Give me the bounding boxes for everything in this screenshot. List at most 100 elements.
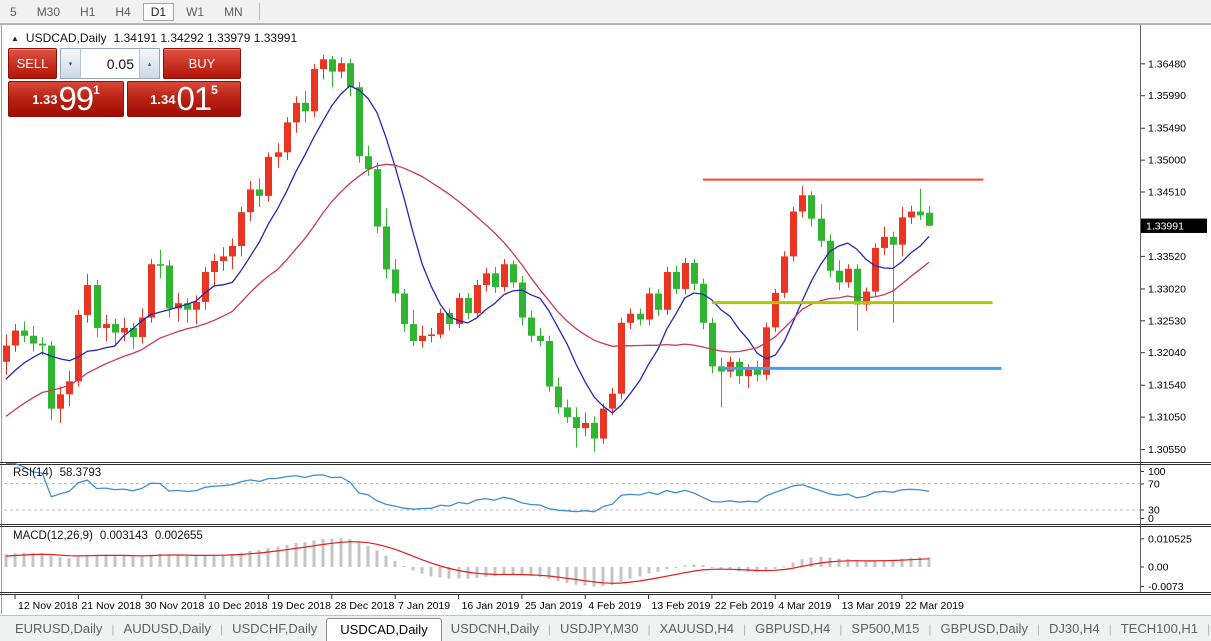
price-axis-label: 1.34510: [1148, 187, 1186, 199]
buy-price-panel[interactable]: 1.34 01 5: [127, 81, 241, 117]
rsi-indicator-header: RSI(14) 58.3793: [13, 467, 101, 479]
macd-bar: [592, 567, 596, 587]
tab-gbpusd-h4[interactable]: GBPUSD,H4: [755, 621, 831, 636]
candle-body: [555, 386, 562, 408]
candle-body: [202, 272, 209, 302]
buy-price-pipette: 5: [211, 83, 218, 97]
macd-bar: [221, 554, 225, 567]
macd-bar: [95, 554, 99, 567]
candle-body: [537, 335, 544, 341]
volume-decrease-button[interactable]: ▾: [61, 49, 81, 78]
sell-button[interactable]: SELL: [8, 48, 57, 79]
buy-price-big-digits: 01: [176, 80, 212, 117]
candle-body: [220, 256, 227, 261]
timeframe-button-D1[interactable]: D1: [142, 2, 175, 21]
price-axis-label: 1.32530: [1148, 315, 1186, 327]
price-axis-label: 1.35490: [1148, 123, 1186, 135]
candle-body: [401, 293, 408, 325]
macd-bar: [556, 567, 560, 582]
macd-bar: [484, 567, 488, 577]
candle-body: [519, 282, 526, 318]
candle-body: [84, 285, 91, 315]
tab-audusd-daily[interactable]: AUDUSD,Daily: [123, 621, 211, 636]
macd-bar: [529, 567, 533, 577]
macd-bar: [674, 567, 678, 568]
macd-bar: [719, 567, 723, 569]
candle-body: [75, 314, 82, 382]
tab-tech100-h1[interactable]: TECH100,H1: [1120, 621, 1199, 636]
tab-separator: |: [111, 621, 115, 636]
macd-bar: [628, 567, 632, 579]
candle-body: [881, 236, 888, 248]
timeframe-button-M30[interactable]: M30: [36, 4, 61, 19]
macd-bar: [601, 567, 605, 587]
current-price-badge-label: 1.33991: [1146, 221, 1184, 233]
price-axis-label: 1.32040: [1148, 347, 1186, 359]
tab-dj30-h4[interactable]: DJ30,H4: [1049, 621, 1100, 636]
price-axis[interactable]: 1.36480 1.35990 1.35490 1.35000 1.34510 1.335…: [1141, 58, 1207, 593]
macd-bar: [782, 566, 786, 568]
macd-bar: [303, 542, 307, 567]
timeframe-button-H1[interactable]: H1: [80, 4, 96, 19]
candle-body: [103, 324, 110, 328]
candle-body: [510, 264, 517, 283]
volume-input[interactable]: [81, 49, 139, 78]
date-axis-label: 22 Mar 2019: [905, 600, 964, 612]
candle-body: [57, 394, 64, 409]
macd-bar: [149, 554, 153, 567]
chart-window[interactable]: [0, 24, 1211, 615]
price-axis-label: 1.36480: [1148, 58, 1186, 70]
buy-button[interactable]: BUY: [163, 48, 241, 79]
macd-bar: [638, 567, 642, 577]
macd-bar: [58, 557, 62, 567]
ma-slow-line: [5, 163, 930, 417]
candle-body: [121, 327, 128, 333]
macd-bar: [619, 567, 623, 582]
tab-sp500-m15[interactable]: SP500,M15: [851, 621, 920, 636]
candle-body: [727, 361, 734, 372]
tab-usdcad-daily[interactable]: USDCAD,Daily: [326, 618, 442, 641]
tab-gbpusd-daily[interactable]: GBPUSD,Daily: [940, 621, 1028, 636]
main-chart-canvas[interactable]: 1.364801.359901.354901.350001.345101.335…: [0, 24, 1211, 615]
candle-body: [682, 262, 689, 289]
volume-increase-button[interactable]: ▴: [139, 49, 159, 78]
macd-bar: [339, 538, 343, 567]
tab-eurusd-daily[interactable]: EURUSD,Daily: [15, 621, 103, 636]
date-axis[interactable]: 12 Nov 2018 21 Nov 2018 30 Nov 2018 10 Dec …: [14, 595, 964, 612]
macd-bar: [140, 556, 144, 567]
candle-body: [818, 218, 825, 241]
tab-xauusd-h4[interactable]: XAUUSD,H4: [659, 621, 735, 636]
timeframe-button-H4[interactable]: H4: [115, 4, 131, 19]
timeframe-button-5[interactable]: 5: [10, 4, 17, 19]
tab-usdchf-daily[interactable]: USDCHF,Daily: [232, 621, 318, 636]
tab-usdcnh-daily[interactable]: USDCNH,Daily: [450, 621, 539, 636]
candle-body: [781, 256, 788, 293]
sell-price-panel[interactable]: 1.33 99 1: [8, 81, 124, 117]
candle-body: [39, 343, 46, 346]
macd-bar: [927, 557, 931, 567]
macd-bar: [31, 552, 35, 567]
sell-price-prefix: 1.33: [32, 92, 58, 107]
candle-body: [573, 417, 580, 429]
rsi-line: [6, 462, 930, 513]
collapse-triangle-icon[interactable]: ▲: [11, 33, 19, 43]
candle-body: [917, 211, 924, 216]
timeframe-button-MN[interactable]: MN: [224, 4, 243, 19]
macd-bar: [773, 567, 777, 570]
tab-usdjpy-m30[interactable]: USDJPY,M30: [559, 621, 639, 636]
macd-bar: [429, 567, 433, 577]
macd-bar: [357, 542, 361, 567]
price-axis-label: 1.35000: [1148, 155, 1186, 167]
candle-body: [211, 260, 218, 273]
macd-bar: [900, 558, 904, 567]
candle-body: [247, 189, 254, 213]
candle-body: [754, 369, 761, 375]
current-price-badge: [1141, 218, 1207, 233]
candle-body: [564, 407, 571, 418]
candle-body: [709, 322, 716, 367]
candle-body: [365, 156, 372, 170]
candle-body: [655, 293, 662, 310]
candle-body: [320, 59, 327, 70]
timeframe-button-W1[interactable]: W1: [186, 4, 205, 19]
candle-body: [329, 59, 336, 72]
